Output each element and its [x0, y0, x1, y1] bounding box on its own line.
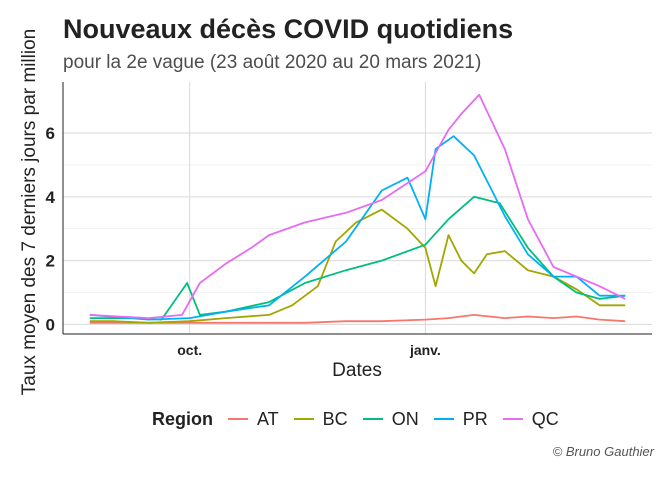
tick-labels: 0 2 4 6 oct. janv.: [46, 124, 441, 358]
series-line-pr: [89, 135, 626, 321]
legend-label-on: ON: [391, 408, 419, 429]
y-axis-label: Taux moyen des 7 derniers jours par mill…: [19, 28, 40, 396]
gridlines: [63, 82, 652, 334]
legend-key-at: [227, 408, 249, 430]
legend-swatch-pr: [433, 417, 454, 421]
chart-subtitle: pour la 2e vague (23 août 2020 au 20 mar…: [63, 52, 482, 73]
y-tick-label: 0: [46, 315, 55, 334]
y-tick-label: 2: [46, 252, 55, 271]
legend: Region AT BC ON PR QC: [152, 406, 573, 432]
legend-item-on: ON: [362, 408, 419, 430]
chart-caption: © Bruno Gauthier: [552, 444, 654, 459]
legend-label-qc: QC: [531, 408, 559, 429]
legend-item-qc: QC: [502, 408, 559, 430]
legend-label-bc: BC: [322, 408, 348, 429]
legend-key-on: [362, 408, 384, 430]
y-tick-label: 4: [46, 188, 56, 207]
legend-item-pr: PR: [433, 408, 488, 430]
legend-label-at: AT: [257, 408, 279, 429]
legend-swatch-qc: [502, 417, 523, 421]
x-axis-label: Dates: [332, 360, 382, 381]
legend-item-bc: BC: [293, 408, 348, 430]
series-line-qc: [89, 93, 626, 320]
series-lines: [89, 93, 626, 324]
y-tick-label: 6: [46, 124, 55, 143]
legend-title: Region: [152, 408, 213, 429]
legend-swatch-on: [362, 417, 383, 421]
legend-key-bc: [293, 408, 315, 430]
series-line-at: [89, 313, 626, 324]
legend-key-pr: [433, 408, 455, 430]
legend-key-qc: [502, 408, 524, 430]
legend-swatch-bc: [293, 417, 314, 421]
x-tick-label: janv.: [409, 342, 441, 358]
chart-title: Nouveaux décès COVID quotidiens: [63, 14, 514, 44]
x-tick-label: oct.: [177, 342, 202, 358]
legend-item-at: AT: [227, 408, 279, 430]
legend-swatch-at: [228, 417, 248, 421]
series-line-on: [89, 195, 626, 321]
series-line-bc: [89, 208, 626, 324]
legend-label-pr: PR: [462, 408, 488, 429]
line-chart: 0 2 4 6 oct. janv.: [46, 82, 652, 358]
axes: [62, 82, 652, 335]
